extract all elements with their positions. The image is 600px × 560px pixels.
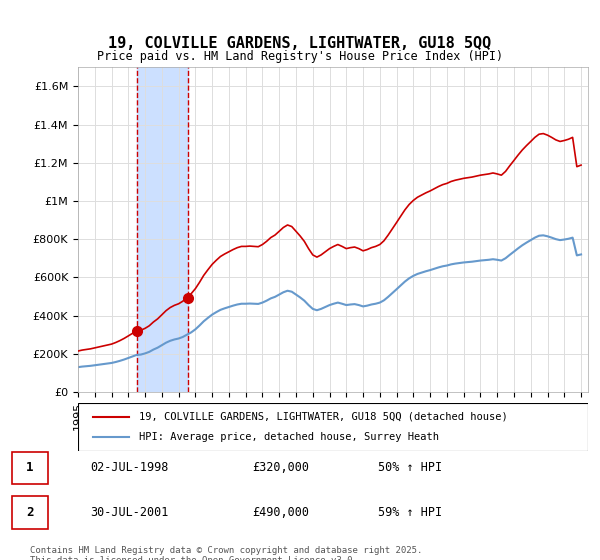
FancyBboxPatch shape xyxy=(78,403,588,451)
Text: Contains HM Land Registry data © Crown copyright and database right 2025.
This d: Contains HM Land Registry data © Crown c… xyxy=(30,546,422,560)
Text: 19, COLVILLE GARDENS, LIGHTWATER, GU18 5QQ (detached house): 19, COLVILLE GARDENS, LIGHTWATER, GU18 5… xyxy=(139,412,508,422)
Text: 50% ↑ HPI: 50% ↑ HPI xyxy=(378,461,442,474)
Text: HPI: Average price, detached house, Surrey Heath: HPI: Average price, detached house, Surr… xyxy=(139,432,439,442)
FancyBboxPatch shape xyxy=(12,451,48,484)
Text: 02-JUL-1998: 02-JUL-1998 xyxy=(90,461,169,474)
Text: 59% ↑ HPI: 59% ↑ HPI xyxy=(378,506,442,519)
FancyBboxPatch shape xyxy=(12,496,48,529)
Text: 19, COLVILLE GARDENS, LIGHTWATER, GU18 5QQ: 19, COLVILLE GARDENS, LIGHTWATER, GU18 5… xyxy=(109,36,491,52)
Text: 1: 1 xyxy=(26,461,34,474)
Text: 30-JUL-2001: 30-JUL-2001 xyxy=(90,506,169,519)
Text: £320,000: £320,000 xyxy=(252,461,309,474)
Text: Price paid vs. HM Land Registry's House Price Index (HPI): Price paid vs. HM Land Registry's House … xyxy=(97,50,503,63)
Text: £490,000: £490,000 xyxy=(252,506,309,519)
Text: 2: 2 xyxy=(26,506,34,519)
Bar xyxy=(137,67,188,392)
